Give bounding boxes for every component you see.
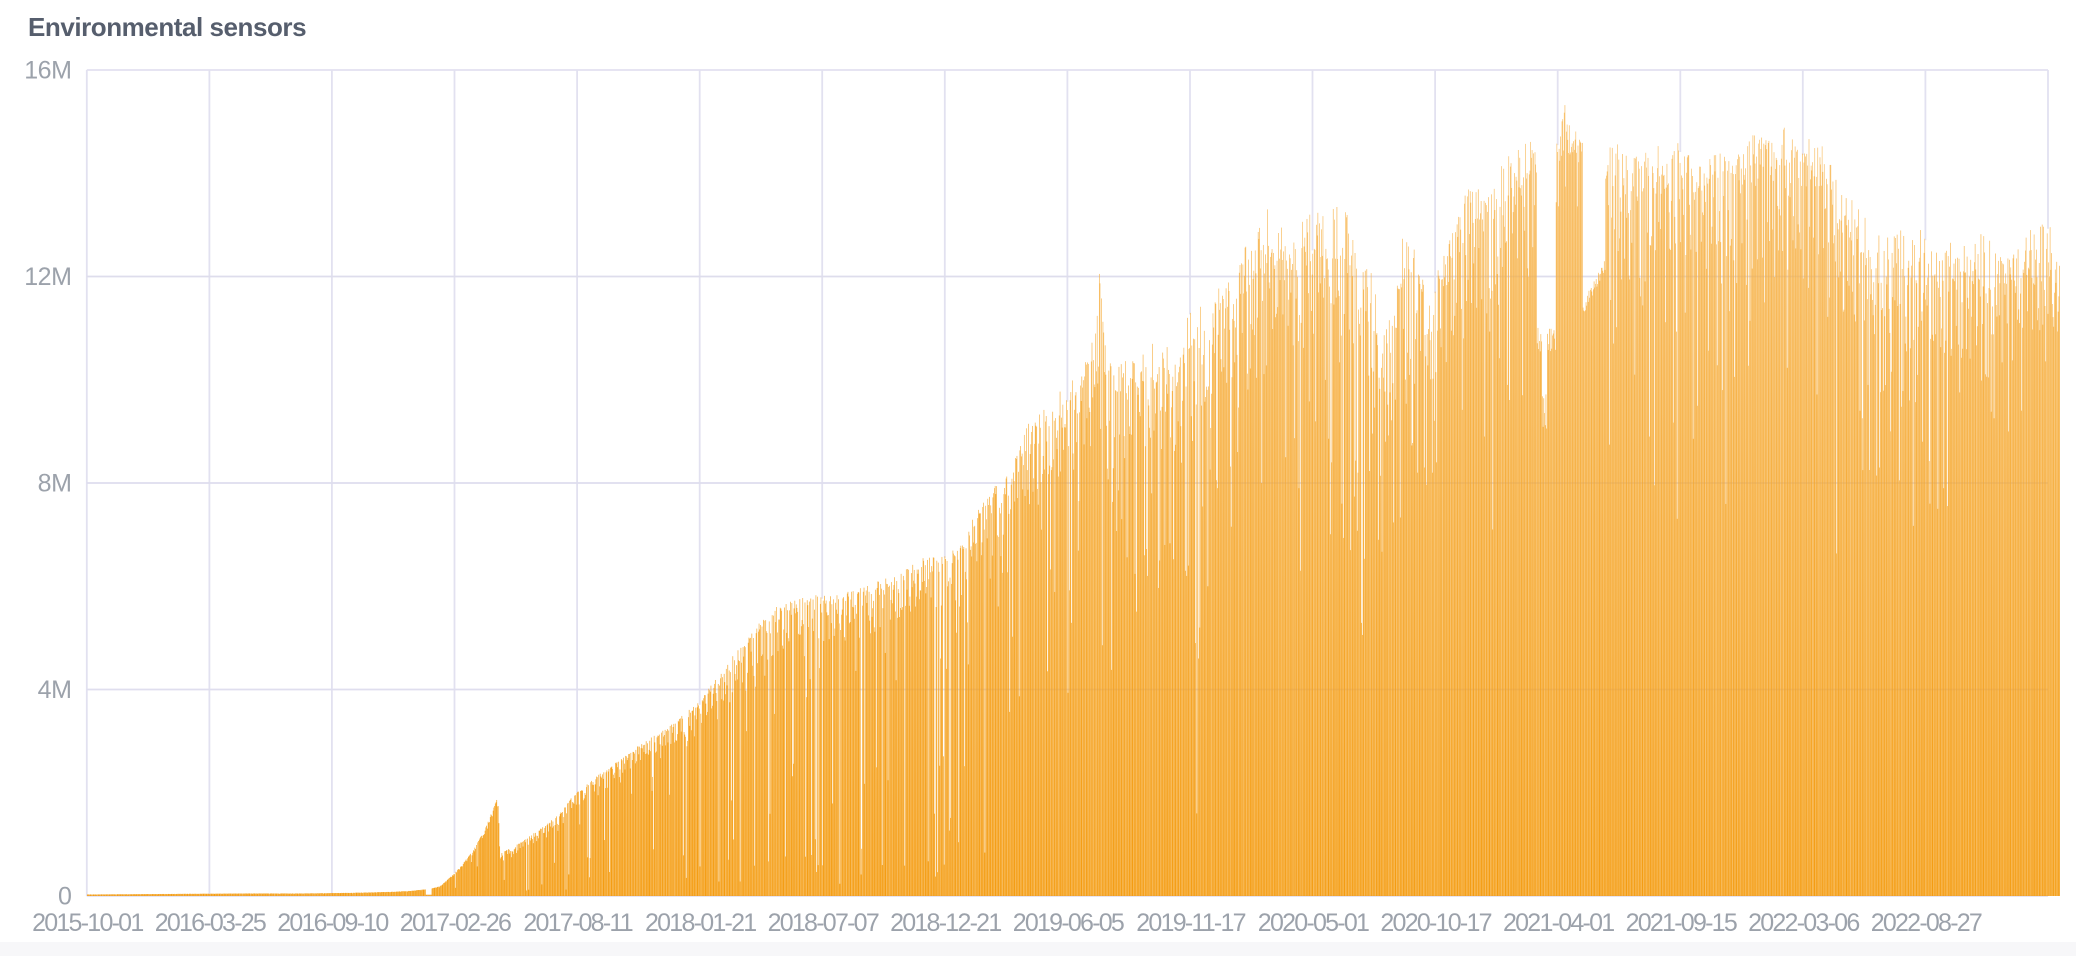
svg-text:16M: 16M — [24, 57, 71, 85]
svg-text:2018-12-21: 2018-12-21 — [890, 909, 1001, 937]
svg-text:12M: 12M — [24, 263, 71, 291]
svg-text:2018-07-07: 2018-07-07 — [768, 909, 879, 937]
svg-text:2020-05-01: 2020-05-01 — [1258, 909, 1369, 937]
svg-text:2018-01-21: 2018-01-21 — [645, 909, 756, 937]
svg-text:2016-09-10: 2016-09-10 — [277, 909, 388, 937]
svg-text:2016-03-25: 2016-03-25 — [155, 909, 266, 937]
svg-text:2022-08-27: 2022-08-27 — [1871, 909, 1982, 937]
svg-text:2020-10-17: 2020-10-17 — [1380, 909, 1491, 937]
svg-text:2015-10-01: 2015-10-01 — [32, 909, 143, 937]
svg-text:2019-06-05: 2019-06-05 — [1013, 909, 1124, 937]
svg-text:2017-08-11: 2017-08-11 — [523, 909, 632, 937]
svg-text:2021-04-01: 2021-04-01 — [1503, 909, 1614, 937]
svg-text:Environmental sensors: Environmental sensors — [28, 12, 306, 42]
svg-text:2017-02-26: 2017-02-26 — [400, 909, 511, 937]
svg-text:2019-11-17: 2019-11-17 — [1136, 909, 1245, 937]
svg-text:4M: 4M — [38, 676, 72, 704]
svg-text:2022-03-06: 2022-03-06 — [1748, 909, 1859, 937]
svg-text:8M: 8M — [38, 470, 72, 498]
svg-text:0: 0 — [58, 883, 71, 911]
svg-text:2021-09-15: 2021-09-15 — [1626, 909, 1737, 937]
